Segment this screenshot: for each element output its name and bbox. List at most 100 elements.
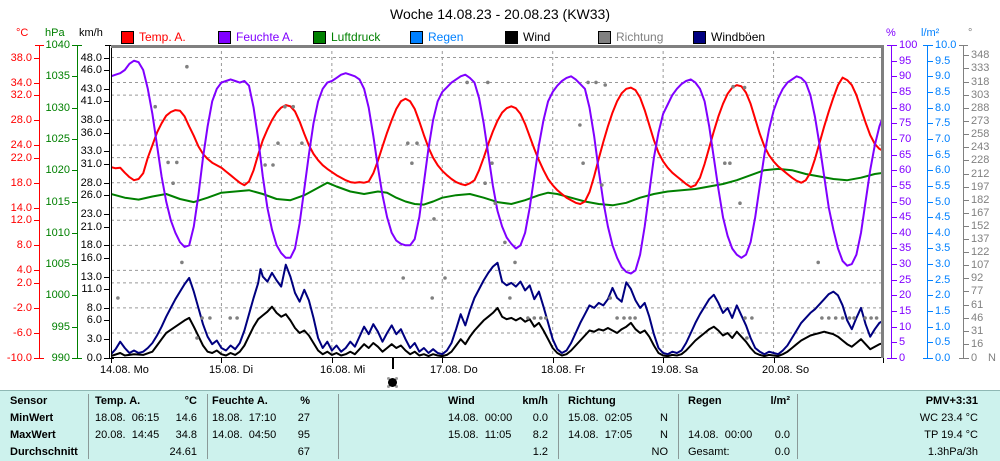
axis-tick-label: 60 [899,164,912,176]
axis-tick [892,248,897,249]
axis-tick [892,280,897,281]
axis-unit-l/m²: l/m² [921,27,940,39]
richtung-direction-dot [432,217,436,221]
axis-end-cap [959,358,968,359]
axis-tick [964,187,969,188]
series-line-luftdruck [111,167,884,207]
axis-end-cap [923,358,932,359]
axis-tick-label: 1010 [45,227,70,239]
axis-tick-label: 228 [971,154,990,166]
richtung-direction-dot [628,316,632,320]
page-title: Woche 14.08.23 - 20.08.23 (KW33) [390,6,610,22]
table-value: 95 [297,429,310,441]
axis-tick [34,333,39,334]
time-cursor-dot[interactable] [388,378,397,387]
axis-tick [964,200,969,201]
axis-tick [964,331,969,332]
axis-tick [892,123,897,124]
axis-tick-label: 28.0 [10,114,32,126]
table-summary-value: 1.3hPa/3h [927,446,978,458]
axis-tick [928,202,933,203]
table-col-header: Wind [448,395,475,407]
axis-tick [928,233,933,234]
axis-tick-label: 46.0 [80,64,102,76]
axis-tick [928,311,933,312]
axis-tick-label: 31.0 [80,158,102,170]
axis-tick [104,339,109,340]
axis-tick [104,101,109,102]
axis-tick-label: 10.0 [935,39,957,51]
axis-tick-label: 18.0 [10,177,32,189]
table-value-datetime: 14.08. 00:00 [448,412,513,424]
axis-tick [928,264,933,265]
table-col-header: Temp. A. [95,395,141,407]
axis-tick-label: 6.0 [935,164,951,176]
axis-tick [104,164,109,165]
table-value: NO [651,446,669,458]
axis-tick [964,68,969,69]
axis-tick [892,170,897,171]
axis-tick [34,120,39,121]
axis-tick-label: 9.0 [935,70,951,82]
axis-tick [72,139,77,140]
axis-tick-label: 35 [899,242,912,254]
plot-canvas [111,45,884,358]
x-axis-day-tick [442,358,443,363]
axis-tick [928,123,933,124]
legend-item-richtung: Richtung [598,30,663,44]
axis-tick [104,258,109,259]
time-cursor-tick[interactable] [392,358,394,369]
axis-tick-label: 273 [971,115,990,127]
axis-tick [964,108,969,109]
axis-spine [891,45,892,358]
richtung-direction-dot [153,104,157,109]
axis-tick [964,252,969,253]
axis-tick [72,202,77,203]
richtung-direction-dot [750,316,754,320]
axis-tick [104,227,109,228]
axis-tick-label: 8.0 [935,102,951,114]
legend-label: Luftdruck [331,30,381,44]
series-line-feuchte-a- [111,59,884,275]
legend-item-feuchte-a-: Feuchte A. [218,30,293,44]
axis-tick [104,308,109,309]
richtung-direction-dot [415,141,419,145]
stats-table: Sensor MinWert MaxWert Durchschnitt Temp. A.… [0,390,1000,461]
axis-tick [964,121,969,122]
table-column-divider [678,394,679,459]
richtung-direction-dot [847,316,852,320]
richtung-direction-dot [622,316,626,320]
table-row-label: Sensor [10,395,48,407]
axis-tick [928,108,933,109]
legend-label: Wind [523,30,551,44]
table-value-datetime: Gesamt: [688,446,730,458]
richtung-direction-dot [827,316,831,320]
axis-tick-label: 152 [971,220,990,232]
richtung-direction-dot [508,296,512,300]
axis-unit-km/h: km/h [79,27,103,39]
richtung-direction-dot [603,83,607,87]
axis-tick [104,70,109,71]
axis-tick [964,265,969,266]
axis-tick [928,295,933,296]
richtung-direction-dot [410,161,414,165]
x-axis-day-label: 14.08. Mo [100,364,149,376]
axis-tick-label: 1.0 [935,321,951,333]
axis-tick-label: 41.0 [80,95,102,107]
axis-tick-label: 33.0 [80,145,102,157]
series-line-windb-en [111,261,884,356]
axis-tick-label: 0.0 [86,352,102,364]
x-axis-day-tick [774,358,775,363]
table-col-header: Feuchte A. [212,395,268,407]
richtung-direction-dot [443,276,447,280]
axis-tick-label: 0.5 [935,336,951,348]
axis-tick-label: 9.5 [935,55,951,67]
richtung-direction-dot [594,80,598,85]
axis-tick-label: 137 [971,233,990,245]
axis-tick-label: 13.0 [80,271,102,283]
x-axis-day-label: 18.08. Fr [541,364,586,376]
table-col-unit: km/h [522,395,548,407]
richtung-direction-dot [615,316,619,320]
axis-end-cap [35,45,44,46]
table-value: 67 [297,446,310,458]
